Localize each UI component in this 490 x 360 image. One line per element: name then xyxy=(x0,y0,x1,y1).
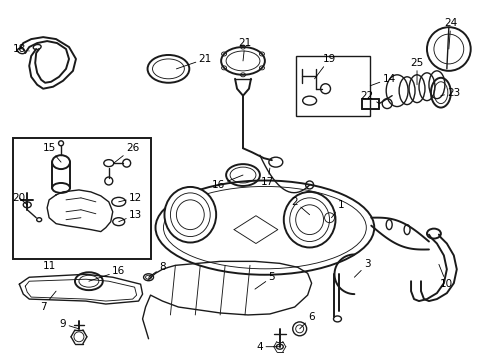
Text: 18: 18 xyxy=(13,44,29,54)
Text: 10: 10 xyxy=(439,264,453,289)
Text: 14: 14 xyxy=(370,74,396,86)
Text: 8: 8 xyxy=(148,262,166,277)
Text: 4: 4 xyxy=(257,342,280,352)
Bar xyxy=(13,138,150,260)
Text: 25: 25 xyxy=(411,58,424,85)
Text: 1: 1 xyxy=(332,200,345,218)
Text: 11: 11 xyxy=(43,261,56,271)
Text: 19: 19 xyxy=(315,54,336,79)
Text: 16: 16 xyxy=(89,266,125,281)
Bar xyxy=(295,56,370,116)
Text: 17: 17 xyxy=(261,168,274,187)
Text: 12: 12 xyxy=(119,193,142,203)
Text: 24: 24 xyxy=(444,18,458,49)
Text: 21: 21 xyxy=(238,38,252,61)
Text: 9: 9 xyxy=(60,319,79,329)
Ellipse shape xyxy=(284,192,336,247)
Text: 20: 20 xyxy=(13,193,27,205)
Text: 16: 16 xyxy=(212,175,243,190)
Text: 15: 15 xyxy=(43,143,61,162)
Text: 22: 22 xyxy=(361,91,379,104)
Text: 7: 7 xyxy=(40,291,56,312)
Ellipse shape xyxy=(165,187,216,243)
Text: 26: 26 xyxy=(114,143,139,163)
Text: 3: 3 xyxy=(354,259,370,277)
Text: 23: 23 xyxy=(441,88,461,98)
Text: 21: 21 xyxy=(176,54,212,69)
Text: 13: 13 xyxy=(119,210,142,222)
Text: 6: 6 xyxy=(300,312,315,329)
Text: 5: 5 xyxy=(255,272,275,289)
Text: 2: 2 xyxy=(292,197,310,215)
